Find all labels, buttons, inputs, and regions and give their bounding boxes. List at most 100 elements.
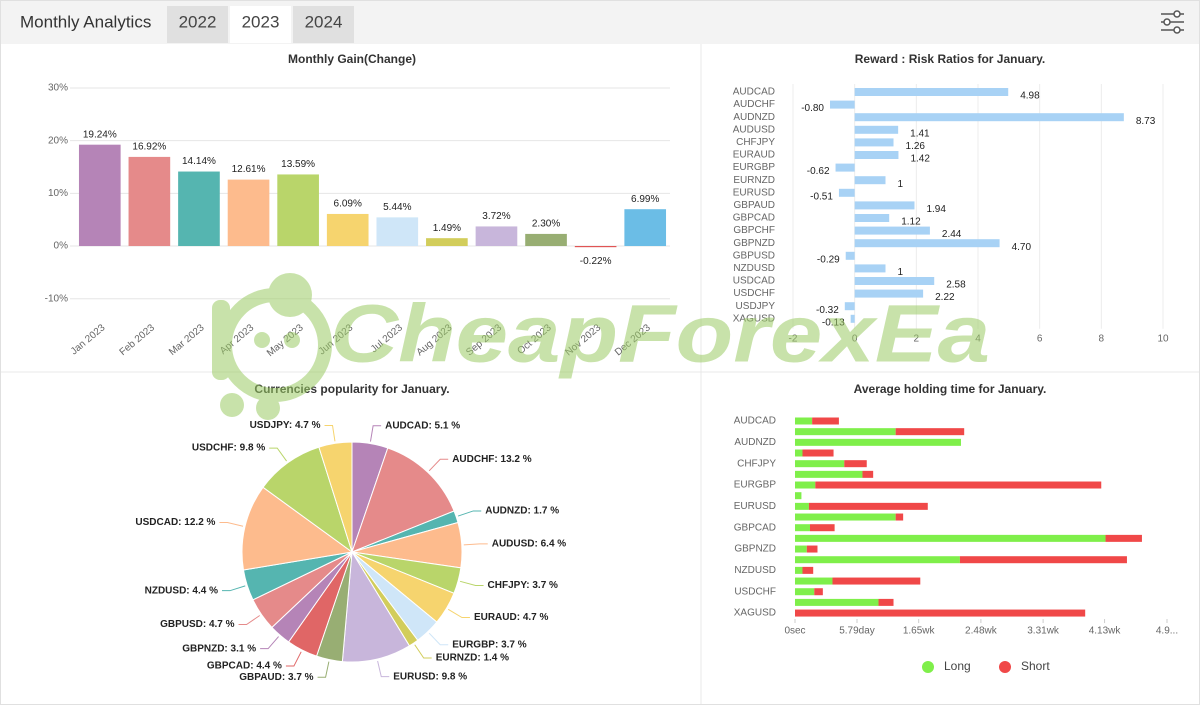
data-label: 1 bbox=[898, 179, 904, 190]
bar-segment bbox=[795, 449, 803, 457]
watermark: CheapForexEa bbox=[212, 273, 990, 420]
bar bbox=[574, 246, 617, 248]
leader-line bbox=[269, 447, 287, 462]
legend-label: Long bbox=[944, 659, 971, 673]
chart-title: Average holding time for January. bbox=[854, 382, 1047, 396]
filter-icon[interactable] bbox=[1161, 10, 1184, 34]
y-tick-label: GBPNZD bbox=[733, 238, 775, 249]
bar-segment bbox=[795, 481, 816, 489]
y-tick-label: XAGUSD bbox=[733, 313, 775, 324]
data-label: 6.99% bbox=[631, 194, 659, 205]
charts: Monthly Gain(Change) -10% 0% 10% 20% 30% 19.24… bbox=[45, 52, 1178, 683]
leader-line bbox=[285, 651, 302, 667]
data-label: -0.32 bbox=[816, 305, 839, 316]
slice-label: GBPNZD: 3.1 % bbox=[182, 643, 256, 654]
tab-label[interactable]: 2024 bbox=[305, 12, 343, 31]
data-label: 8.73 bbox=[1136, 116, 1156, 127]
data-label: 1.49% bbox=[433, 223, 461, 234]
leader-line bbox=[428, 632, 449, 646]
bar bbox=[277, 174, 319, 247]
bar-segment bbox=[814, 588, 823, 596]
tab-label[interactable]: 2022 bbox=[179, 12, 217, 31]
slice-label: GBPUSD: 4.7 % bbox=[160, 619, 235, 630]
y-tick-label: USDCHF bbox=[733, 288, 775, 299]
bar-segment bbox=[802, 449, 834, 457]
pie-slice bbox=[241, 486, 354, 571]
legend-marker bbox=[999, 661, 1011, 673]
bar bbox=[178, 171, 220, 247]
y-tick-label: CHFJPY bbox=[737, 458, 776, 469]
bar-segment bbox=[795, 492, 802, 500]
bar bbox=[845, 251, 855, 260]
bar-segment bbox=[815, 481, 1102, 489]
x-tick-label: 0sec bbox=[784, 626, 805, 637]
bar bbox=[326, 213, 369, 247]
y-tick-label: AUDCHF bbox=[733, 99, 775, 110]
slice-label: AUDUSD: 6.4 % bbox=[492, 539, 567, 550]
slice-label: EURUSD: 9.8 % bbox=[393, 671, 467, 682]
slice-label: GBPAUD: 3.7 % bbox=[239, 672, 313, 683]
slice-label: NZDUSD: 4.4 % bbox=[145, 585, 218, 596]
tab-label[interactable]: 2023 bbox=[242, 12, 280, 31]
y-tick-label: USDCAD bbox=[733, 276, 775, 287]
y-tick-label: AUDCAD bbox=[734, 416, 776, 427]
bar bbox=[854, 239, 1000, 248]
tab[interactable] bbox=[293, 6, 354, 43]
data-label: -0.51 bbox=[810, 191, 833, 202]
bar bbox=[227, 179, 270, 247]
leader-line bbox=[457, 510, 482, 517]
bar bbox=[475, 226, 518, 247]
bar-segment bbox=[795, 545, 807, 553]
bar-segment bbox=[808, 502, 928, 510]
data-label: -0.80 bbox=[801, 103, 824, 114]
leader-line bbox=[238, 615, 261, 626]
bar-segment bbox=[844, 460, 867, 468]
bar-segment bbox=[795, 577, 833, 585]
slice-label: EURAUD: 4.7 % bbox=[474, 612, 549, 623]
y-tick-label: EURUSD bbox=[734, 501, 776, 512]
slice-label: GBPCAD: 4.4 % bbox=[207, 661, 282, 672]
bar-segment bbox=[795, 470, 863, 478]
data-label: 1.42 bbox=[910, 154, 930, 165]
bar-segment bbox=[795, 598, 879, 606]
y-tick-label: AUDNZD bbox=[733, 112, 775, 123]
x-tick-label: 2.48wk bbox=[965, 626, 998, 637]
x-tick-label: 2 bbox=[914, 333, 920, 344]
bar-segment bbox=[795, 513, 896, 521]
bar bbox=[624, 209, 667, 247]
bar-segment bbox=[795, 524, 810, 532]
bar bbox=[854, 214, 890, 222]
slice-label: AUDNZD: 1.7 % bbox=[485, 506, 559, 517]
y-tick-label: GBPCAD bbox=[733, 213, 775, 224]
tab[interactable] bbox=[230, 6, 291, 43]
leader-line bbox=[428, 458, 449, 472]
x-tick-label: 4.13wk bbox=[1089, 626, 1122, 637]
data-label: 1.41 bbox=[910, 128, 930, 139]
bar-segment bbox=[795, 417, 813, 425]
slice-label: AUDCAD: 5.1 % bbox=[385, 420, 460, 431]
bar bbox=[854, 138, 894, 147]
tab[interactable] bbox=[167, 6, 228, 43]
x-tick-label: 4 bbox=[975, 333, 981, 344]
pie-slice bbox=[318, 441, 353, 553]
bar bbox=[854, 201, 915, 210]
data-label: 1 bbox=[898, 267, 904, 278]
data-label: 4.70 bbox=[1012, 242, 1032, 253]
slice-label: EURNZD: 1.4 % bbox=[436, 653, 509, 664]
y-tick-label: GBPUSD bbox=[733, 250, 775, 261]
bar-segment bbox=[862, 470, 874, 478]
x-tick-label: 8 bbox=[1099, 333, 1105, 344]
y-tick-label: AUDUSD bbox=[733, 124, 775, 135]
bar-segment bbox=[895, 513, 904, 521]
data-label: 1.26 bbox=[906, 141, 926, 152]
bar bbox=[854, 277, 935, 285]
x-tick-label: 10 bbox=[1157, 333, 1169, 344]
legend-label: Short bbox=[1021, 659, 1050, 673]
data-label: 16.92% bbox=[132, 142, 166, 153]
data-label: -0.22% bbox=[580, 256, 612, 267]
bar-segment bbox=[795, 609, 1086, 617]
bar-segment bbox=[802, 566, 814, 574]
bar bbox=[830, 100, 855, 109]
